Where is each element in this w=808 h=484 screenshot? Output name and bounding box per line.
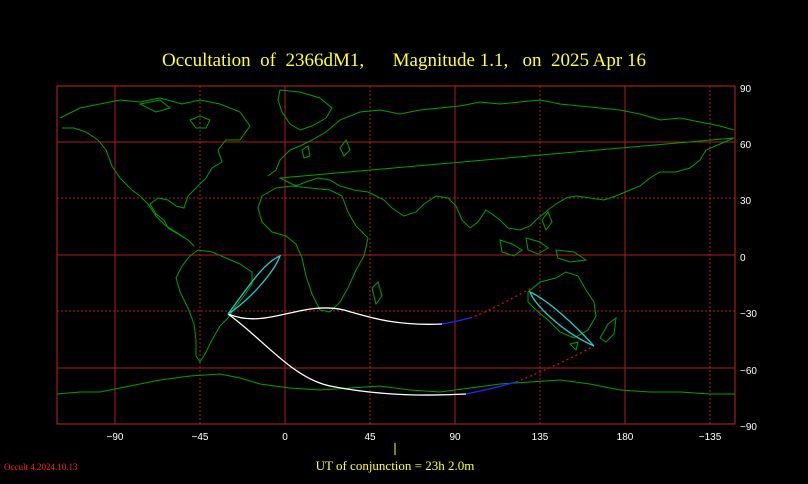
lat-tick-label: 30 bbox=[740, 196, 752, 207]
southern-path-limit bbox=[227, 313, 467, 396]
lat-tick-label: 90 bbox=[740, 84, 752, 95]
lat-tick-label: −90 bbox=[740, 422, 757, 433]
coast-eurasia bbox=[267, 99, 735, 231]
northern-path-high bbox=[441, 317, 471, 325]
map-frame bbox=[56, 85, 736, 425]
occultation-paths bbox=[227, 254, 595, 396]
lat-tick-label: −30 bbox=[740, 309, 757, 320]
coast-australia bbox=[527, 271, 597, 339]
lon-tick-label: 0 bbox=[282, 432, 288, 443]
coast-africa bbox=[257, 185, 369, 313]
coastlines bbox=[56, 89, 735, 395]
lon-tick-label: −45 bbox=[192, 432, 209, 443]
lon-tick-label: 180 bbox=[617, 432, 634, 443]
version-label: Occult 4.2024.10.13 bbox=[4, 462, 78, 472]
conjunction-time: UT of conjunction = 23h 2.0m bbox=[315, 458, 475, 473]
lon-tick-label: 45 bbox=[364, 432, 376, 443]
lon-tick-label: 90 bbox=[449, 432, 461, 443]
map-grid bbox=[57, 86, 735, 424]
lat-tick-label: −60 bbox=[740, 366, 757, 377]
coast-greenland bbox=[277, 89, 333, 131]
rise-set-curve-east bbox=[528, 290, 595, 347]
lat-tick-label: 0 bbox=[740, 253, 746, 264]
lon-tick-label: −90 bbox=[107, 432, 124, 443]
southern-path-dotted bbox=[515, 345, 595, 383]
coast-antarctica bbox=[56, 373, 735, 395]
latitude-labels: 90 60 30 0 −30 −60 −90 bbox=[740, 84, 757, 433]
coast-south-america bbox=[175, 249, 253, 363]
lon-tick-label: 135 bbox=[532, 432, 549, 443]
lon-tick-label: −135 bbox=[699, 432, 722, 443]
southern-path-high bbox=[465, 381, 517, 395]
page-title: Occultation of 2366dM1, Magnitude 1.1, o… bbox=[162, 50, 646, 71]
longitude-labels: −90 −45 0 45 90 135 180 −135 bbox=[107, 432, 722, 443]
lat-tick-label: 60 bbox=[740, 140, 752, 151]
northern-path-dotted bbox=[469, 287, 533, 319]
northern-path-limit bbox=[227, 307, 443, 325]
coast-north-america bbox=[59, 97, 251, 247]
rise-set-curve-west bbox=[227, 254, 282, 315]
